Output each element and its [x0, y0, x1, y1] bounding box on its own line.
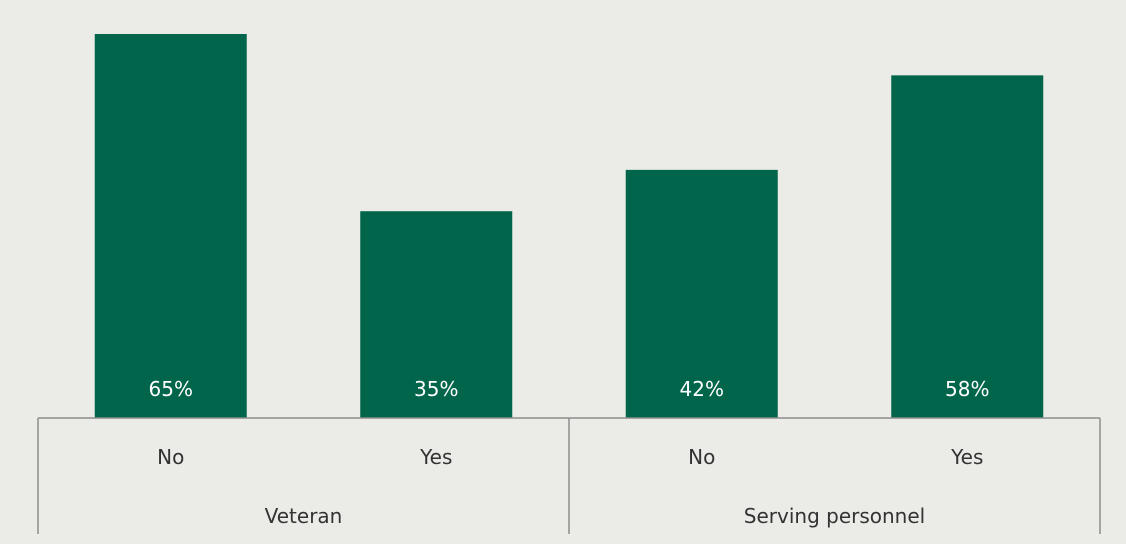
category-tick-label: No [688, 445, 715, 469]
bar-value-label: 42% [680, 377, 724, 401]
bar-value-label: 65% [149, 377, 193, 401]
bars-layer [94, 34, 1044, 418]
bar-serving-personnel-no [625, 169, 778, 418]
bar-value-label: 35% [414, 377, 458, 401]
category-tick-label: Yes [419, 445, 452, 469]
bar-serving-personnel-yes [891, 75, 1044, 418]
bar-veteran-no [94, 34, 247, 418]
category-axis [37, 417, 1101, 534]
group-label: Serving personnel [744, 504, 925, 528]
group-label: Veteran [265, 504, 343, 528]
labels-layer: 65% No 35% Yes Veteran 42% No 58% Yes Serving per… [149, 377, 990, 528]
bar-value-label: 58% [945, 377, 989, 401]
category-tick-label: No [157, 445, 184, 469]
category-tick-label: Yes [950, 445, 983, 469]
bar-veteran-yes [360, 211, 513, 418]
